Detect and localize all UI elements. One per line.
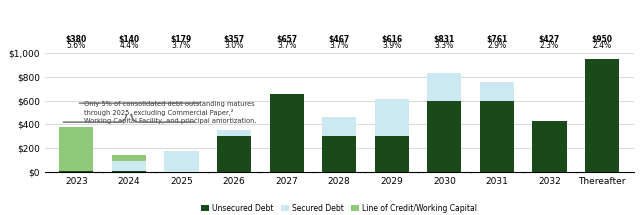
Text: Only 5% of consolidated debt outstanding matures
through 2025, excluding Commerc: Only 5% of consolidated debt outstanding… [84,101,257,124]
Bar [585,59,619,172]
Bar [60,127,93,171]
Bar [112,155,146,161]
Bar [322,117,356,136]
Bar [112,171,146,172]
Text: 3.7%: 3.7% [330,41,349,50]
Bar [374,99,409,136]
Bar [480,82,514,101]
Text: 5.6%: 5.6% [67,41,86,50]
Bar [322,136,356,172]
Text: $140: $140 [118,35,140,44]
Bar [480,101,514,172]
Text: $179: $179 [171,35,192,44]
Bar [217,130,251,136]
Text: 3.7%: 3.7% [172,41,191,50]
Text: $657: $657 [276,35,297,44]
Text: $467: $467 [328,35,350,44]
Text: 2.3%: 2.3% [540,41,559,50]
Text: 3.7%: 3.7% [277,41,296,50]
Text: Forward Debt Maturity Schedule ($M/Weighted Average Interest Rate): Forward Debt Maturity Schedule ($M/Weigh… [138,10,554,20]
Text: 4.4%: 4.4% [119,41,138,50]
Bar [164,151,198,172]
Text: $950: $950 [591,35,612,44]
Bar [217,136,251,172]
Text: 3.9%: 3.9% [382,41,401,50]
Text: $831: $831 [434,35,455,44]
Text: 3.0%: 3.0% [225,41,244,50]
Text: $427: $427 [539,35,560,44]
Text: 2.9%: 2.9% [487,41,506,50]
Text: 3.3%: 3.3% [435,41,454,50]
Bar [428,101,461,172]
Bar [60,171,93,172]
Bar [374,136,409,172]
Text: $380: $380 [66,35,87,44]
Text: 2.4%: 2.4% [593,41,612,50]
Legend: Unsecured Debt, Secured Debt, Line of Credit/Working Capital: Unsecured Debt, Secured Debt, Line of Cr… [198,200,480,215]
Text: $616: $616 [381,35,403,44]
Text: $761: $761 [486,35,508,44]
Bar [532,121,566,172]
Text: $357: $357 [223,35,244,44]
Bar [269,94,304,172]
Bar [428,73,461,101]
Bar [112,161,146,171]
